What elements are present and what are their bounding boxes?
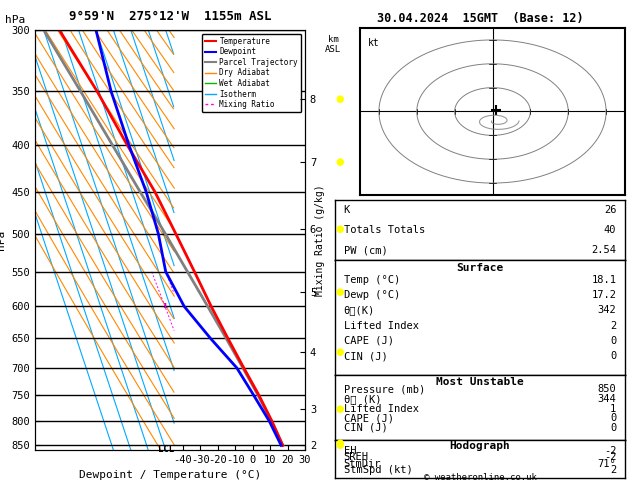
Text: θᴇ (K): θᴇ (K)	[343, 394, 381, 404]
Text: StmSpd (kt): StmSpd (kt)	[343, 465, 413, 475]
Text: LCL: LCL	[158, 445, 174, 454]
Text: 2: 2	[610, 321, 616, 330]
Text: Temp (°C): Temp (°C)	[343, 275, 400, 284]
Text: Most Unstable: Most Unstable	[436, 377, 524, 387]
Text: ●: ●	[336, 224, 344, 234]
Legend: Temperature, Dewpoint, Parcel Trajectory, Dry Adiabat, Wet Adiabat, Isotherm, Mi: Temperature, Dewpoint, Parcel Trajectory…	[202, 34, 301, 112]
Text: CIN (J): CIN (J)	[343, 351, 387, 361]
Text: 342: 342	[598, 305, 616, 315]
Text: km
ASL: km ASL	[325, 35, 341, 54]
Text: 850: 850	[598, 384, 616, 394]
Text: -2: -2	[604, 452, 616, 462]
Text: Lifted Index: Lifted Index	[343, 403, 419, 414]
Text: ●: ●	[336, 440, 344, 451]
X-axis label: Dewpoint / Temperature (°C): Dewpoint / Temperature (°C)	[79, 470, 261, 481]
Text: 344: 344	[598, 394, 616, 404]
Text: CAPE (J): CAPE (J)	[343, 413, 394, 423]
Text: K: K	[343, 205, 350, 215]
Text: 40: 40	[604, 225, 616, 235]
Text: 0: 0	[610, 413, 616, 423]
Text: 30.04.2024  15GMT  (Base: 12): 30.04.2024 15GMT (Base: 12)	[377, 12, 583, 25]
Text: 1: 1	[610, 403, 616, 414]
Text: PW (cm): PW (cm)	[343, 245, 387, 255]
Text: 71°: 71°	[598, 459, 616, 469]
Text: CIN (J): CIN (J)	[343, 423, 387, 433]
Text: Dewp (°C): Dewp (°C)	[343, 290, 400, 300]
Text: ●: ●	[336, 404, 344, 414]
Text: 0: 0	[610, 351, 616, 361]
Text: 0: 0	[610, 336, 616, 346]
Text: 2.54: 2.54	[591, 245, 616, 255]
Text: hPa: hPa	[5, 15, 25, 25]
Text: ●: ●	[336, 94, 344, 104]
Text: 9°59'N  275°12'W  1155m ASL: 9°59'N 275°12'W 1155m ASL	[69, 10, 271, 23]
Text: ●: ●	[336, 157, 344, 167]
Text: 2: 2	[610, 465, 616, 475]
Text: CAPE (J): CAPE (J)	[343, 336, 394, 346]
Text: 18.1: 18.1	[591, 275, 616, 284]
Text: EH: EH	[343, 446, 356, 456]
Y-axis label: hPa: hPa	[0, 230, 6, 250]
Text: Mixing Ratio (g/kg): Mixing Ratio (g/kg)	[315, 184, 325, 296]
Text: Totals Totals: Totals Totals	[343, 225, 425, 235]
Text: ●: ●	[336, 438, 344, 448]
Text: 1: 1	[162, 303, 167, 310]
Text: 17.2: 17.2	[591, 290, 616, 300]
Text: Pressure (mb): Pressure (mb)	[343, 384, 425, 394]
Text: kt: kt	[367, 37, 379, 48]
Text: © weatheronline.co.uk: © weatheronline.co.uk	[423, 473, 537, 482]
Text: 26: 26	[604, 205, 616, 215]
Text: Lifted Index: Lifted Index	[343, 321, 419, 330]
Text: 0: 0	[610, 423, 616, 433]
Text: Hodograph: Hodograph	[450, 441, 510, 451]
Text: ●: ●	[336, 347, 344, 357]
Text: -2: -2	[604, 446, 616, 456]
Text: θᴇ(K): θᴇ(K)	[343, 305, 375, 315]
Text: ●: ●	[336, 287, 344, 296]
Text: StmDir: StmDir	[343, 459, 381, 469]
Text: SREH: SREH	[343, 452, 369, 462]
Text: Surface: Surface	[457, 263, 504, 274]
